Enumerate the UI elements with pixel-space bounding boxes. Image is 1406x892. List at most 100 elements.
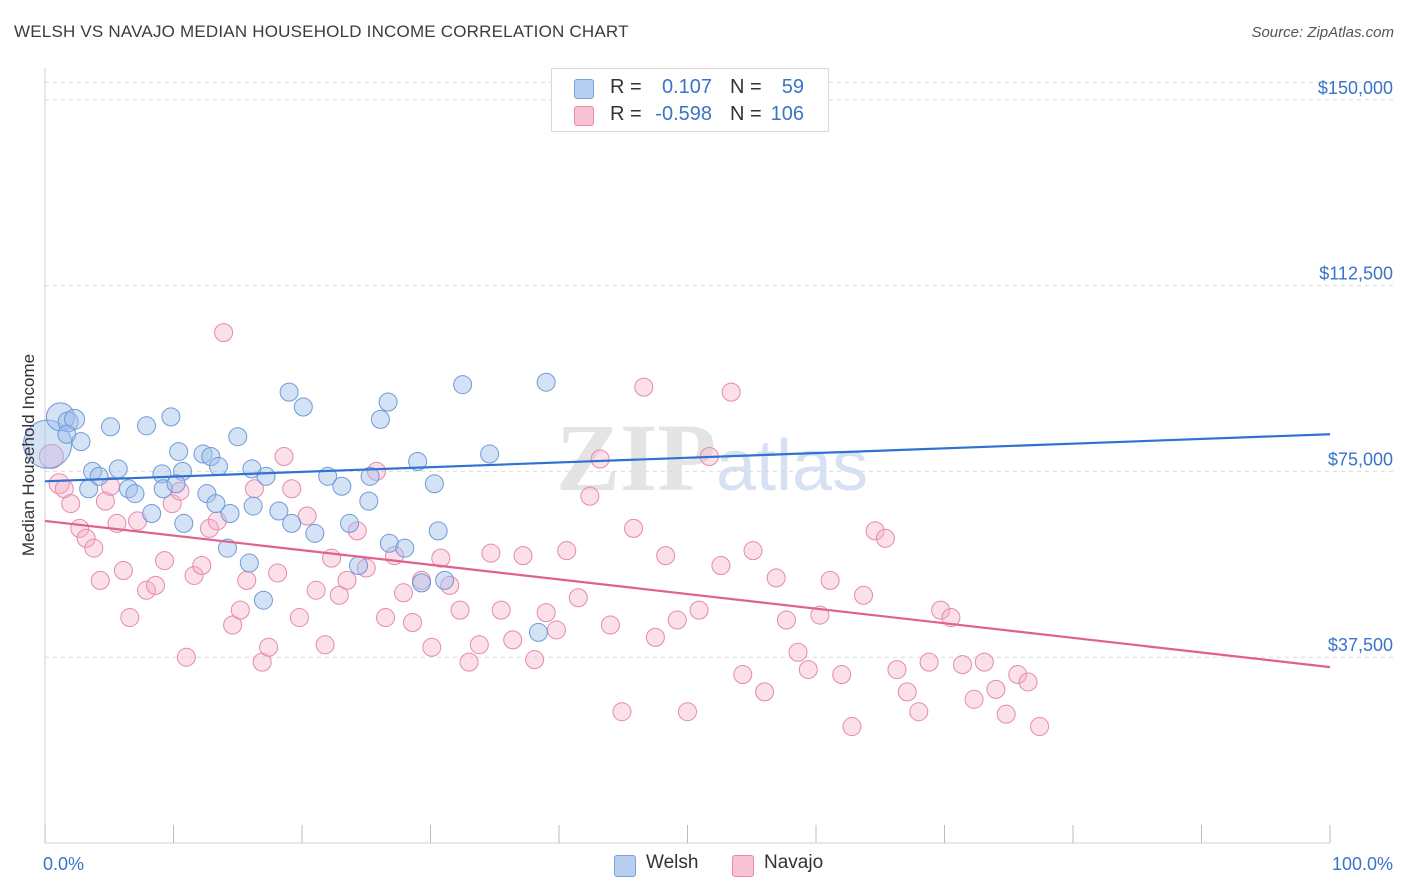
bottom-legend-label: Welsh	[646, 852, 699, 873]
navajo-point	[155, 551, 175, 571]
welsh-point	[360, 466, 380, 486]
legend: R = 0.107 N = 59 R = -0.598 N = 106	[551, 68, 829, 132]
navajo-point	[192, 556, 212, 576]
welsh-point	[293, 397, 313, 417]
welsh-point	[378, 392, 398, 412]
navajo-point	[974, 652, 994, 672]
navajo-point	[244, 479, 264, 499]
welsh-point	[256, 466, 276, 486]
welsh-point	[253, 590, 273, 610]
navajo-point	[733, 665, 753, 685]
navajo-point	[176, 647, 196, 667]
navajo-point	[798, 660, 818, 680]
navajo-point	[875, 528, 895, 548]
welsh-point	[174, 513, 194, 533]
welsh-point	[379, 533, 399, 553]
navajo-point	[315, 635, 335, 655]
navajo-point	[656, 546, 676, 566]
navajo-point	[536, 603, 556, 623]
navajo-point	[919, 652, 939, 672]
legend-r-label: R =	[610, 103, 642, 125]
welsh-point	[528, 622, 548, 642]
navajo-point	[120, 608, 140, 628]
navajo-point	[282, 479, 302, 499]
navajo-point	[711, 556, 731, 576]
trend-lines	[44, 433, 1331, 669]
navajo-point	[766, 568, 786, 588]
bottom-legend-label: Navajo	[764, 852, 824, 873]
navajo-point	[76, 528, 96, 548]
navajo-point	[367, 461, 387, 481]
navajo-point	[513, 546, 533, 566]
y-tick-label: $112,500	[1319, 264, 1393, 284]
navajo-point	[887, 660, 907, 680]
welsh-point	[193, 444, 213, 464]
navajo-point	[986, 679, 1006, 699]
navajo-point	[403, 613, 423, 633]
navajo-point	[137, 580, 157, 600]
legend-n-label: N =	[730, 76, 762, 98]
navajo-point	[897, 682, 917, 702]
navajo-point	[842, 717, 862, 737]
welsh-swatch	[614, 855, 636, 877]
welsh-point	[217, 538, 237, 558]
welsh-point	[23, 419, 73, 469]
navajo-point	[743, 541, 763, 561]
navajo-point	[297, 506, 317, 526]
navajo-point	[356, 558, 376, 578]
navajo-point	[394, 583, 414, 603]
welsh-point	[142, 504, 162, 524]
welsh-point	[480, 444, 500, 464]
welsh-point	[169, 442, 189, 462]
welsh-point	[71, 432, 91, 452]
navajo-point	[259, 637, 279, 657]
welsh-point	[349, 556, 369, 576]
axes	[44, 68, 1331, 844]
welsh-point	[206, 494, 226, 514]
navajo-point	[61, 494, 81, 514]
welsh-point	[108, 459, 128, 479]
welsh-point	[201, 447, 221, 467]
navajo-point	[854, 585, 874, 605]
navajo-point	[376, 608, 396, 628]
y-tick-label: $150,000	[1318, 78, 1393, 98]
navajo-swatch	[574, 106, 594, 126]
navajo-point	[459, 652, 479, 672]
navajo-point	[450, 600, 470, 620]
navajo-point	[721, 382, 741, 402]
navajo-point	[568, 588, 588, 608]
welsh-point	[279, 382, 299, 402]
navajo-point	[289, 608, 309, 628]
navajo-point	[274, 447, 294, 467]
welsh-swatch	[574, 79, 594, 99]
chart-title: WELSH VS NAVAJO MEDIAN HOUSEHOLD INCOME …	[14, 22, 629, 41]
welsh-point	[125, 484, 145, 504]
welsh-point	[153, 479, 173, 499]
navajo-point	[230, 600, 250, 620]
y-tick-label: $37,500	[1328, 635, 1393, 655]
welsh-point	[395, 538, 415, 558]
welsh-point	[89, 466, 109, 486]
navajo-point	[1018, 672, 1038, 692]
navajo-point	[689, 600, 709, 620]
navajo-point	[678, 702, 697, 722]
navajo-point	[580, 486, 600, 506]
navajo-point	[337, 570, 357, 590]
navajo-point	[964, 689, 984, 709]
welsh-point	[332, 476, 352, 496]
welsh-point	[101, 417, 121, 437]
legend-r-value: 0.107	[661, 76, 712, 98]
welsh-point	[119, 479, 139, 499]
x-tick-label: 100.0%	[1332, 854, 1393, 874]
watermark-atlas: atlas	[716, 426, 868, 506]
navajo-point	[306, 580, 326, 600]
navajo-point	[223, 615, 243, 635]
navajo-point	[525, 650, 545, 670]
navajo-point	[422, 637, 442, 657]
navajo-point	[329, 585, 349, 605]
navajo-point	[199, 518, 219, 538]
navajo-swatch	[732, 855, 754, 877]
navajo-point	[113, 560, 133, 580]
navajo-point	[95, 491, 115, 511]
